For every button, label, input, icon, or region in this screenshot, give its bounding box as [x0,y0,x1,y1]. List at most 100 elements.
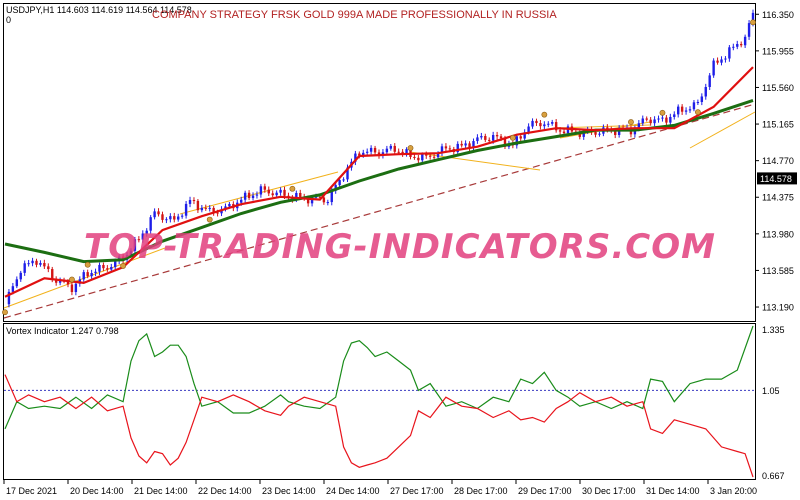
candle-body [385,148,389,153]
candle-body [468,143,471,148]
candle [141,230,144,243]
slow-moving-average [4,98,754,264]
candle-body [751,12,755,24]
candle-body [543,124,546,127]
candle-body [743,36,747,46]
candle-body [728,47,731,59]
candle-body [39,263,42,265]
candle [680,104,684,115]
candle-body [515,136,518,146]
candle [43,259,46,269]
candle [401,148,404,157]
candle-body [86,272,89,277]
candle [649,117,652,126]
swing-marker [2,309,8,316]
candle-body [377,152,381,156]
candle-body [346,167,349,180]
candle [688,106,692,113]
candle-body [641,118,644,124]
candle-body [491,135,495,141]
candle [243,190,247,203]
swing-marker [628,119,634,125]
symbol-info: USDJPY,H1 114.603 114.619 114.564 114.57… [6,5,192,15]
vortex-plus-line [4,325,754,430]
candle [247,190,251,201]
time-axis: 17 Dec 2021 20 Dec 14:00 21 Dec 14:00 22 De… [3,480,757,496]
swing-marker [69,276,75,283]
candle-body [657,118,660,120]
time-tick-label: 23 Dec 14:00 [262,486,316,496]
time-tick-label: 28 Dec 17:00 [454,486,508,496]
candle-body [259,186,263,195]
candle-body [98,264,101,272]
candle-body [365,151,369,153]
candle-body [149,217,152,231]
candle [23,260,26,276]
swing-markers [2,19,756,316]
candle-body [440,146,444,154]
candle [373,145,377,156]
candle [393,143,396,155]
candle-body [688,109,692,111]
candle [468,141,471,151]
time-tick-label: 21 Dec 14:00 [134,486,188,496]
price-tag-background [757,172,797,185]
candle-body [318,196,322,198]
candle-body [310,197,314,204]
candle [460,140,463,148]
candle [432,153,436,160]
candle-body [397,151,400,153]
candle [188,196,192,208]
price-tick-label: 113.980 [762,229,794,239]
candle [736,40,739,50]
candle [180,213,184,219]
candle [110,263,113,272]
time-tick-label: 29 Dec 17:00 [518,486,572,496]
candle [133,236,137,253]
candle-body [177,216,180,220]
candle [342,177,345,182]
candle [547,121,550,128]
candle-body [527,126,530,133]
candle [173,212,176,223]
current-price-tag: 114.578 [757,172,797,185]
candle [271,190,274,198]
swing-marker [289,185,296,192]
candle-body [271,193,274,196]
candle [365,148,369,155]
candle-body [456,143,459,152]
candle-body [558,130,562,132]
swing-marker [659,109,666,116]
candle-body [598,133,601,135]
candle [464,140,467,149]
candle-body [523,132,526,139]
candle [712,58,715,78]
candle-body [562,131,566,134]
candle [149,215,152,234]
candle-body [23,263,26,273]
candle-body [228,203,231,207]
candle-body [90,273,93,277]
candle-body [216,212,219,214]
candle-body [58,280,62,283]
candle [692,100,696,112]
candle-body [279,189,282,193]
candle [177,213,180,222]
candle [704,83,707,100]
swing-marker [541,111,548,118]
candle-body [7,291,11,305]
candle [677,104,680,118]
zero-label: 0 [6,15,11,25]
vortex-tick-label: 1.05 [762,386,780,396]
candle-body [669,116,672,123]
price-tick-label: 114.375 [762,193,794,203]
candle-body [338,180,341,186]
candle-body [704,86,707,97]
candle-body [649,119,652,124]
candle-body [606,127,609,130]
time-tick-label: 3 Jan 20:00 [710,486,757,496]
candle-body [243,192,247,200]
candle [70,281,74,296]
price-tick-label: 115.955 [762,46,794,56]
